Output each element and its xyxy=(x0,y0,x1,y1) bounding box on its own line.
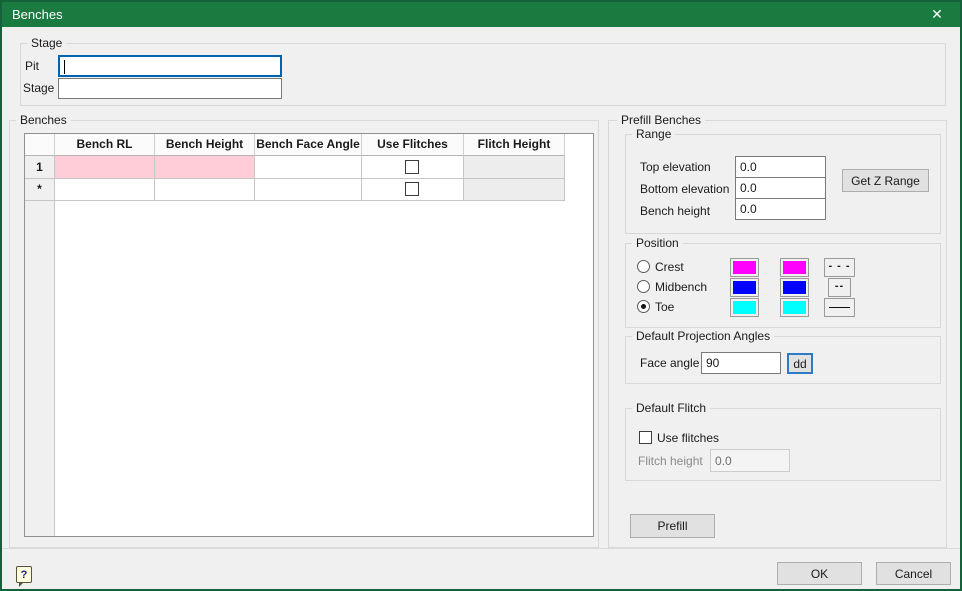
top-elevation-label: Top elevation xyxy=(640,160,711,174)
crest-linestyle-button[interactable]: - - - xyxy=(824,258,855,277)
footer-separator xyxy=(2,548,960,549)
column-header-bench-face-angle[interactable]: Bench Face Angle xyxy=(255,134,362,156)
get-z-range-button[interactable]: Get Z Range xyxy=(842,169,929,192)
close-icon[interactable]: ✕ xyxy=(931,6,943,22)
midbench-radio[interactable] xyxy=(637,280,650,293)
use-flitches-checkbox[interactable] xyxy=(639,431,652,444)
stage-group-label: Stage xyxy=(27,36,67,50)
prefill-benches-group-label: Prefill Benches xyxy=(617,113,706,127)
stage-field-label: Stage xyxy=(23,81,55,95)
midbench-radio-label[interactable]: Midbench xyxy=(655,280,708,294)
default-flitch-group-label: Default Flitch xyxy=(632,401,711,415)
face-angle-label: Face angle xyxy=(640,356,700,370)
cell-bench-face-angle[interactable] xyxy=(255,156,362,179)
flitch-height-field xyxy=(710,449,790,472)
toe-color-swatch-2[interactable] xyxy=(780,298,809,317)
position-group-label: Position xyxy=(632,236,683,250)
midbench-linestyle-button[interactable]: -- xyxy=(828,278,851,297)
bench-height-field[interactable] xyxy=(735,198,826,220)
range-group: Range Top elevation Bottom elevation Ben… xyxy=(625,127,941,234)
help-icon[interactable]: ? xyxy=(16,566,32,587)
cell-bench-face-angle[interactable] xyxy=(255,179,362,201)
cell-bench-height[interactable] xyxy=(155,179,255,201)
toe-color-fill-2 xyxy=(783,301,806,314)
toe-color-fill xyxy=(733,301,756,314)
bottom-elevation-label: Bottom elevation xyxy=(640,182,730,196)
text-caret xyxy=(64,60,65,74)
crest-color-fill-2 xyxy=(783,261,806,274)
crest-radio[interactable] xyxy=(637,260,650,273)
pit-label: Pit xyxy=(25,59,40,73)
bottom-elevation-field[interactable] xyxy=(735,177,826,199)
cell-bench-rl[interactable] xyxy=(55,156,155,179)
benches-grid: Bench RL Bench Height Bench Face Angle U… xyxy=(24,133,594,537)
position-group: Position Crest - - - Midbench -- Toe xyxy=(625,236,941,328)
toe-linestyle-button[interactable] xyxy=(824,298,855,317)
flitch-height-label: Flitch height xyxy=(638,454,703,468)
crest-color-swatch[interactable] xyxy=(730,258,759,277)
row-header[interactable]: * xyxy=(25,179,55,201)
grid-corner-header[interactable] xyxy=(25,134,55,156)
dd-button[interactable]: dd xyxy=(787,353,813,374)
midbench-color-swatch-2[interactable] xyxy=(780,278,809,297)
midbench-color-fill-2 xyxy=(783,281,806,294)
bench-height-label: Bench height xyxy=(640,204,711,218)
range-group-label: Range xyxy=(632,127,676,141)
default-flitch-group: Default Flitch Use flitches Flitch heigh… xyxy=(625,401,941,481)
top-elevation-field[interactable] xyxy=(735,156,826,178)
row-header-strip xyxy=(25,134,55,536)
column-header-flitch-height[interactable]: Flitch Height xyxy=(464,134,565,156)
projection-angles-group-label: Default Projection Angles xyxy=(632,329,775,343)
face-angle-field[interactable] xyxy=(701,352,781,374)
use-flitches-label[interactable]: Use flitches xyxy=(657,431,720,445)
ok-button[interactable]: OK xyxy=(777,562,862,585)
midbench-color-fill xyxy=(733,281,756,294)
cell-flitch-height[interactable] xyxy=(464,179,565,201)
cell-flitch-height[interactable] xyxy=(464,156,565,179)
solid-line-glyph xyxy=(829,307,850,308)
benches-group-label: Benches xyxy=(16,113,71,127)
cancel-button[interactable]: Cancel xyxy=(876,562,951,585)
column-header-use-flitches[interactable]: Use Flitches xyxy=(362,134,464,156)
cell-bench-rl[interactable] xyxy=(55,179,155,201)
toe-color-swatch[interactable] xyxy=(730,298,759,317)
crest-color-fill xyxy=(733,261,756,274)
benches-group: Benches xyxy=(9,113,599,548)
cell-bench-height[interactable] xyxy=(155,156,255,179)
pit-field[interactable] xyxy=(58,55,282,77)
row-header[interactable]: 1 xyxy=(25,156,55,179)
use-flitches-checkbox[interactable] xyxy=(405,160,419,174)
prefill-benches-group: Prefill Benches Range Top elevation Bott… xyxy=(608,113,947,548)
column-header-bench-height[interactable]: Bench Height xyxy=(155,134,255,156)
toe-radio[interactable] xyxy=(637,300,650,313)
window-title: Benches xyxy=(12,7,63,22)
use-flitches-checkbox[interactable] xyxy=(405,182,419,196)
stage-field[interactable] xyxy=(58,78,282,99)
projection-angles-group: Default Projection Angles Face angle dd xyxy=(625,329,941,384)
crest-radio-label[interactable]: Crest xyxy=(655,260,684,274)
cell-use-flitches[interactable] xyxy=(362,156,464,179)
stage-group: Stage Pit Stage xyxy=(20,36,946,106)
toe-radio-label[interactable]: Toe xyxy=(655,300,675,314)
column-header-bench-rl[interactable]: Bench RL xyxy=(55,134,155,156)
midbench-color-swatch[interactable] xyxy=(730,278,759,297)
prefill-button[interactable]: Prefill xyxy=(630,514,715,538)
title-bar: Benches ✕ xyxy=(2,2,960,27)
cell-use-flitches[interactable] xyxy=(362,179,464,201)
crest-color-swatch-2[interactable] xyxy=(780,258,809,277)
